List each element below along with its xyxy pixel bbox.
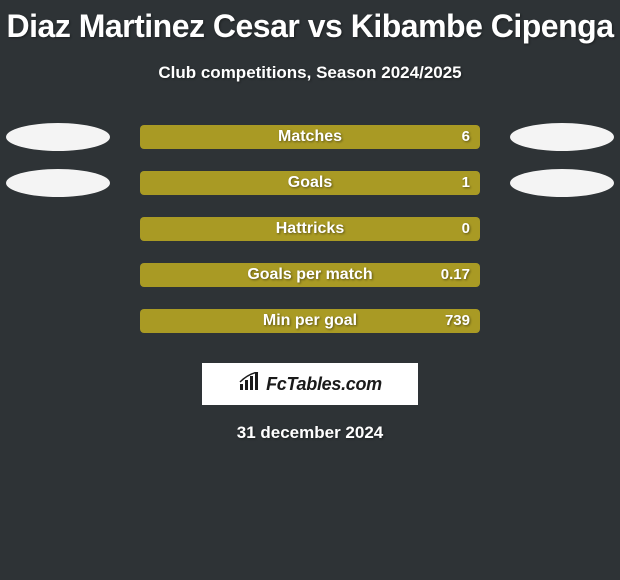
stat-bar-track <box>140 125 480 149</box>
stat-row: Goals1 <box>0 169 620 215</box>
stat-row: Hattricks0 <box>0 215 620 261</box>
stat-bar-track <box>140 263 480 287</box>
page-title: Diaz Martinez Cesar vs Kibambe Cipenga <box>0 0 620 45</box>
stat-bar-fill <box>140 125 480 149</box>
player-right-marker <box>510 123 614 151</box>
stat-row: Matches6 <box>0 123 620 169</box>
brand-text: FcTables.com <box>266 374 382 395</box>
player-left-marker <box>6 123 110 151</box>
subtitle: Club competitions, Season 2024/2025 <box>0 63 620 83</box>
stat-bar-track <box>140 309 480 333</box>
player-left-marker <box>6 169 110 197</box>
player-right-marker <box>510 169 614 197</box>
stat-row: Min per goal739 <box>0 307 620 353</box>
stat-bar-fill <box>140 217 480 241</box>
brand-logo: FcTables.com <box>202 363 418 405</box>
stat-bar-track <box>140 171 480 195</box>
stat-rows: Matches6Goals1Hattricks0Goals per match0… <box>0 123 620 353</box>
stat-bar-track <box>140 217 480 241</box>
bar-chart-icon <box>238 372 262 397</box>
stat-bar-fill <box>140 309 480 333</box>
footer-date: 31 december 2024 <box>0 423 620 443</box>
stat-row: Goals per match0.17 <box>0 261 620 307</box>
stat-bar-fill <box>140 171 480 195</box>
stat-bar-fill <box>140 263 480 287</box>
